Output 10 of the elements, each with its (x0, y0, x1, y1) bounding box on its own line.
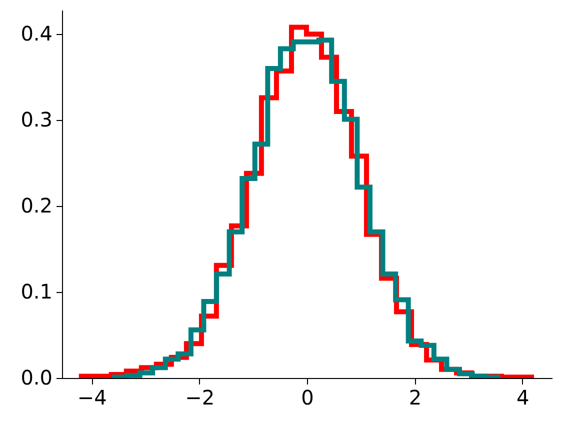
x-tick-label: 4 (516, 386, 530, 410)
y-tick-label: 0.3 (20, 108, 52, 132)
x-tick-label: 0 (301, 386, 314, 410)
x-tick-label: −2 (185, 386, 215, 410)
x-tick-label: 2 (408, 386, 422, 410)
y-tick-label: 0.2 (20, 194, 52, 218)
y-tick-label: 0.1 (20, 280, 52, 304)
x-tick-label: −4 (77, 386, 107, 410)
y-tick-label: 0.0 (20, 366, 52, 390)
y-tick-label: 0.4 (20, 22, 52, 46)
